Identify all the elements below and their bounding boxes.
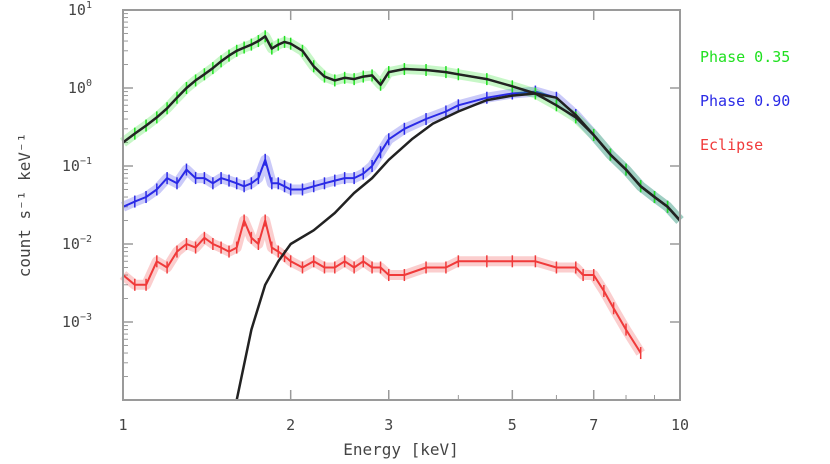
x-tick-label: 7 [589,416,598,434]
series-line [122,90,681,222]
legend-entry: Phase 0.90 [700,92,790,110]
plot-series [119,30,684,401]
y-tick-base: 10 [68,1,86,19]
y-tick-exponent: 1 [86,0,92,11]
y-tick-label: 100 [68,78,92,97]
y-tick-exponent: −3 [80,312,92,323]
y-tick-base: 10 [62,313,80,331]
y-axis-label: count s⁻¹ keV⁻¹ [15,133,34,278]
x-tick-label: 3 [384,416,393,434]
x-axis-label: Energy [keV] [343,440,459,459]
x-tick-label: 1 [118,416,127,434]
plot-frame [122,9,681,401]
model-line [122,35,681,222]
y-tick-exponent: −1 [80,156,92,167]
legend: Phase 0.35 Phase 0.90 Eclipse [700,48,790,154]
y-tick-base: 10 [68,79,86,97]
x-tick-label: 10 [671,416,689,434]
series-band [119,215,645,356]
x-tick-label: 2 [286,416,295,434]
series-line [122,219,642,354]
x-tick-label: 5 [508,416,517,434]
y-tick-exponent: 0 [86,78,92,89]
model-line [235,92,681,401]
y-tick-label: 10−2 [62,234,92,253]
y-tick-exponent: −2 [80,234,92,245]
legend-entry: Eclipse [700,136,763,154]
y-tick-base: 10 [62,157,80,175]
y-tick-label: 101 [68,0,92,19]
y-tick-label: 10−1 [62,156,92,175]
y-tick-base: 10 [62,235,80,253]
y-tick-label: 10−3 [62,312,92,331]
series-band [120,86,684,224]
legend-entry: Phase 0.35 [700,48,790,66]
